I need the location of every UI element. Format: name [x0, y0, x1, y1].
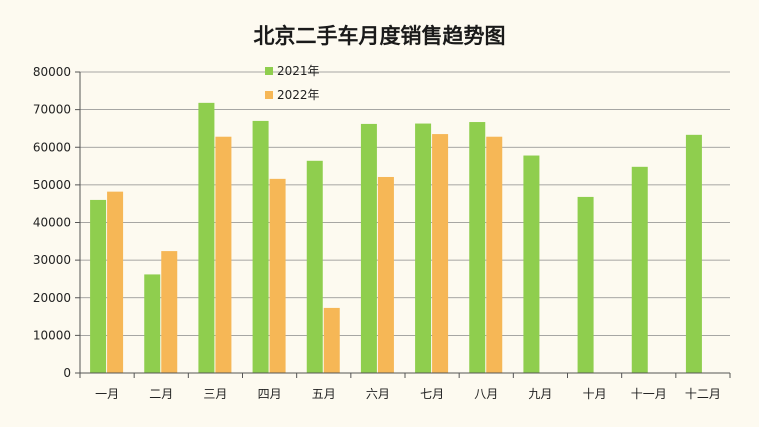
bar-2022-8: [486, 136, 503, 373]
bar-2021-2: [144, 274, 161, 373]
y-tick-label: 80000: [33, 65, 71, 79]
bars: [90, 102, 702, 373]
bar-2022-1: [107, 191, 124, 373]
bar-2022-4: [269, 178, 286, 373]
x-tick-label: 十二月: [685, 387, 721, 401]
x-tick-label: 六月: [366, 387, 390, 401]
y-tick-label: 10000: [33, 328, 71, 342]
legend-label: 2022年: [277, 88, 320, 102]
bar-2021-9: [523, 155, 540, 373]
bar-2021-7: [415, 123, 432, 373]
legend-label: 2021年: [277, 64, 320, 78]
bar-2022-2: [161, 251, 178, 373]
bar-2021-12: [685, 134, 702, 373]
x-tick-label: 四月: [258, 387, 282, 401]
bar-2021-4: [252, 120, 269, 373]
x-tick-label: 二月: [149, 387, 173, 401]
y-tick-label: 40000: [33, 216, 71, 230]
legend: 2021年 2022年: [265, 64, 320, 102]
bar-2021-8: [469, 122, 486, 373]
bar-2021-3: [198, 102, 215, 373]
legend-swatch: [265, 91, 273, 99]
y-tick-label: 50000: [33, 178, 71, 192]
y-tick-label: 20000: [33, 291, 71, 305]
x-tick-label: 七月: [420, 387, 444, 401]
x-tick-label: 十月: [583, 387, 607, 401]
bar-2021-10: [577, 196, 594, 373]
x-tick-label: 五月: [312, 387, 336, 401]
x-tick-label: 九月: [528, 387, 552, 401]
bar-2022-6: [377, 176, 394, 373]
y-tick-label: 60000: [33, 140, 71, 154]
bar-2021-6: [360, 123, 377, 373]
gridlines: [80, 71, 730, 336]
bar-2022-5: [323, 307, 340, 373]
x-tick-label: 一月: [95, 387, 119, 401]
x-tick-label: 十一月: [631, 387, 667, 401]
bar-2021-1: [90, 199, 107, 373]
chart-title: 北京二手车月度销售趋势图: [253, 24, 506, 48]
y-tick-label: 0: [63, 366, 71, 380]
bar-2021-11: [631, 166, 648, 373]
y-tick-label: 70000: [33, 103, 71, 117]
bar-2022-7: [432, 134, 449, 373]
axes: 0 10000 20000 30000 40000 50000 60000 70000 8000…: [33, 65, 731, 401]
y-tick-label: 30000: [33, 253, 71, 267]
legend-swatch: [265, 67, 273, 75]
bar-2021-5: [306, 160, 323, 373]
x-tick-label: 三月: [203, 387, 227, 401]
x-tick-label: 八月: [474, 387, 498, 401]
bar-2022-3: [215, 136, 232, 373]
